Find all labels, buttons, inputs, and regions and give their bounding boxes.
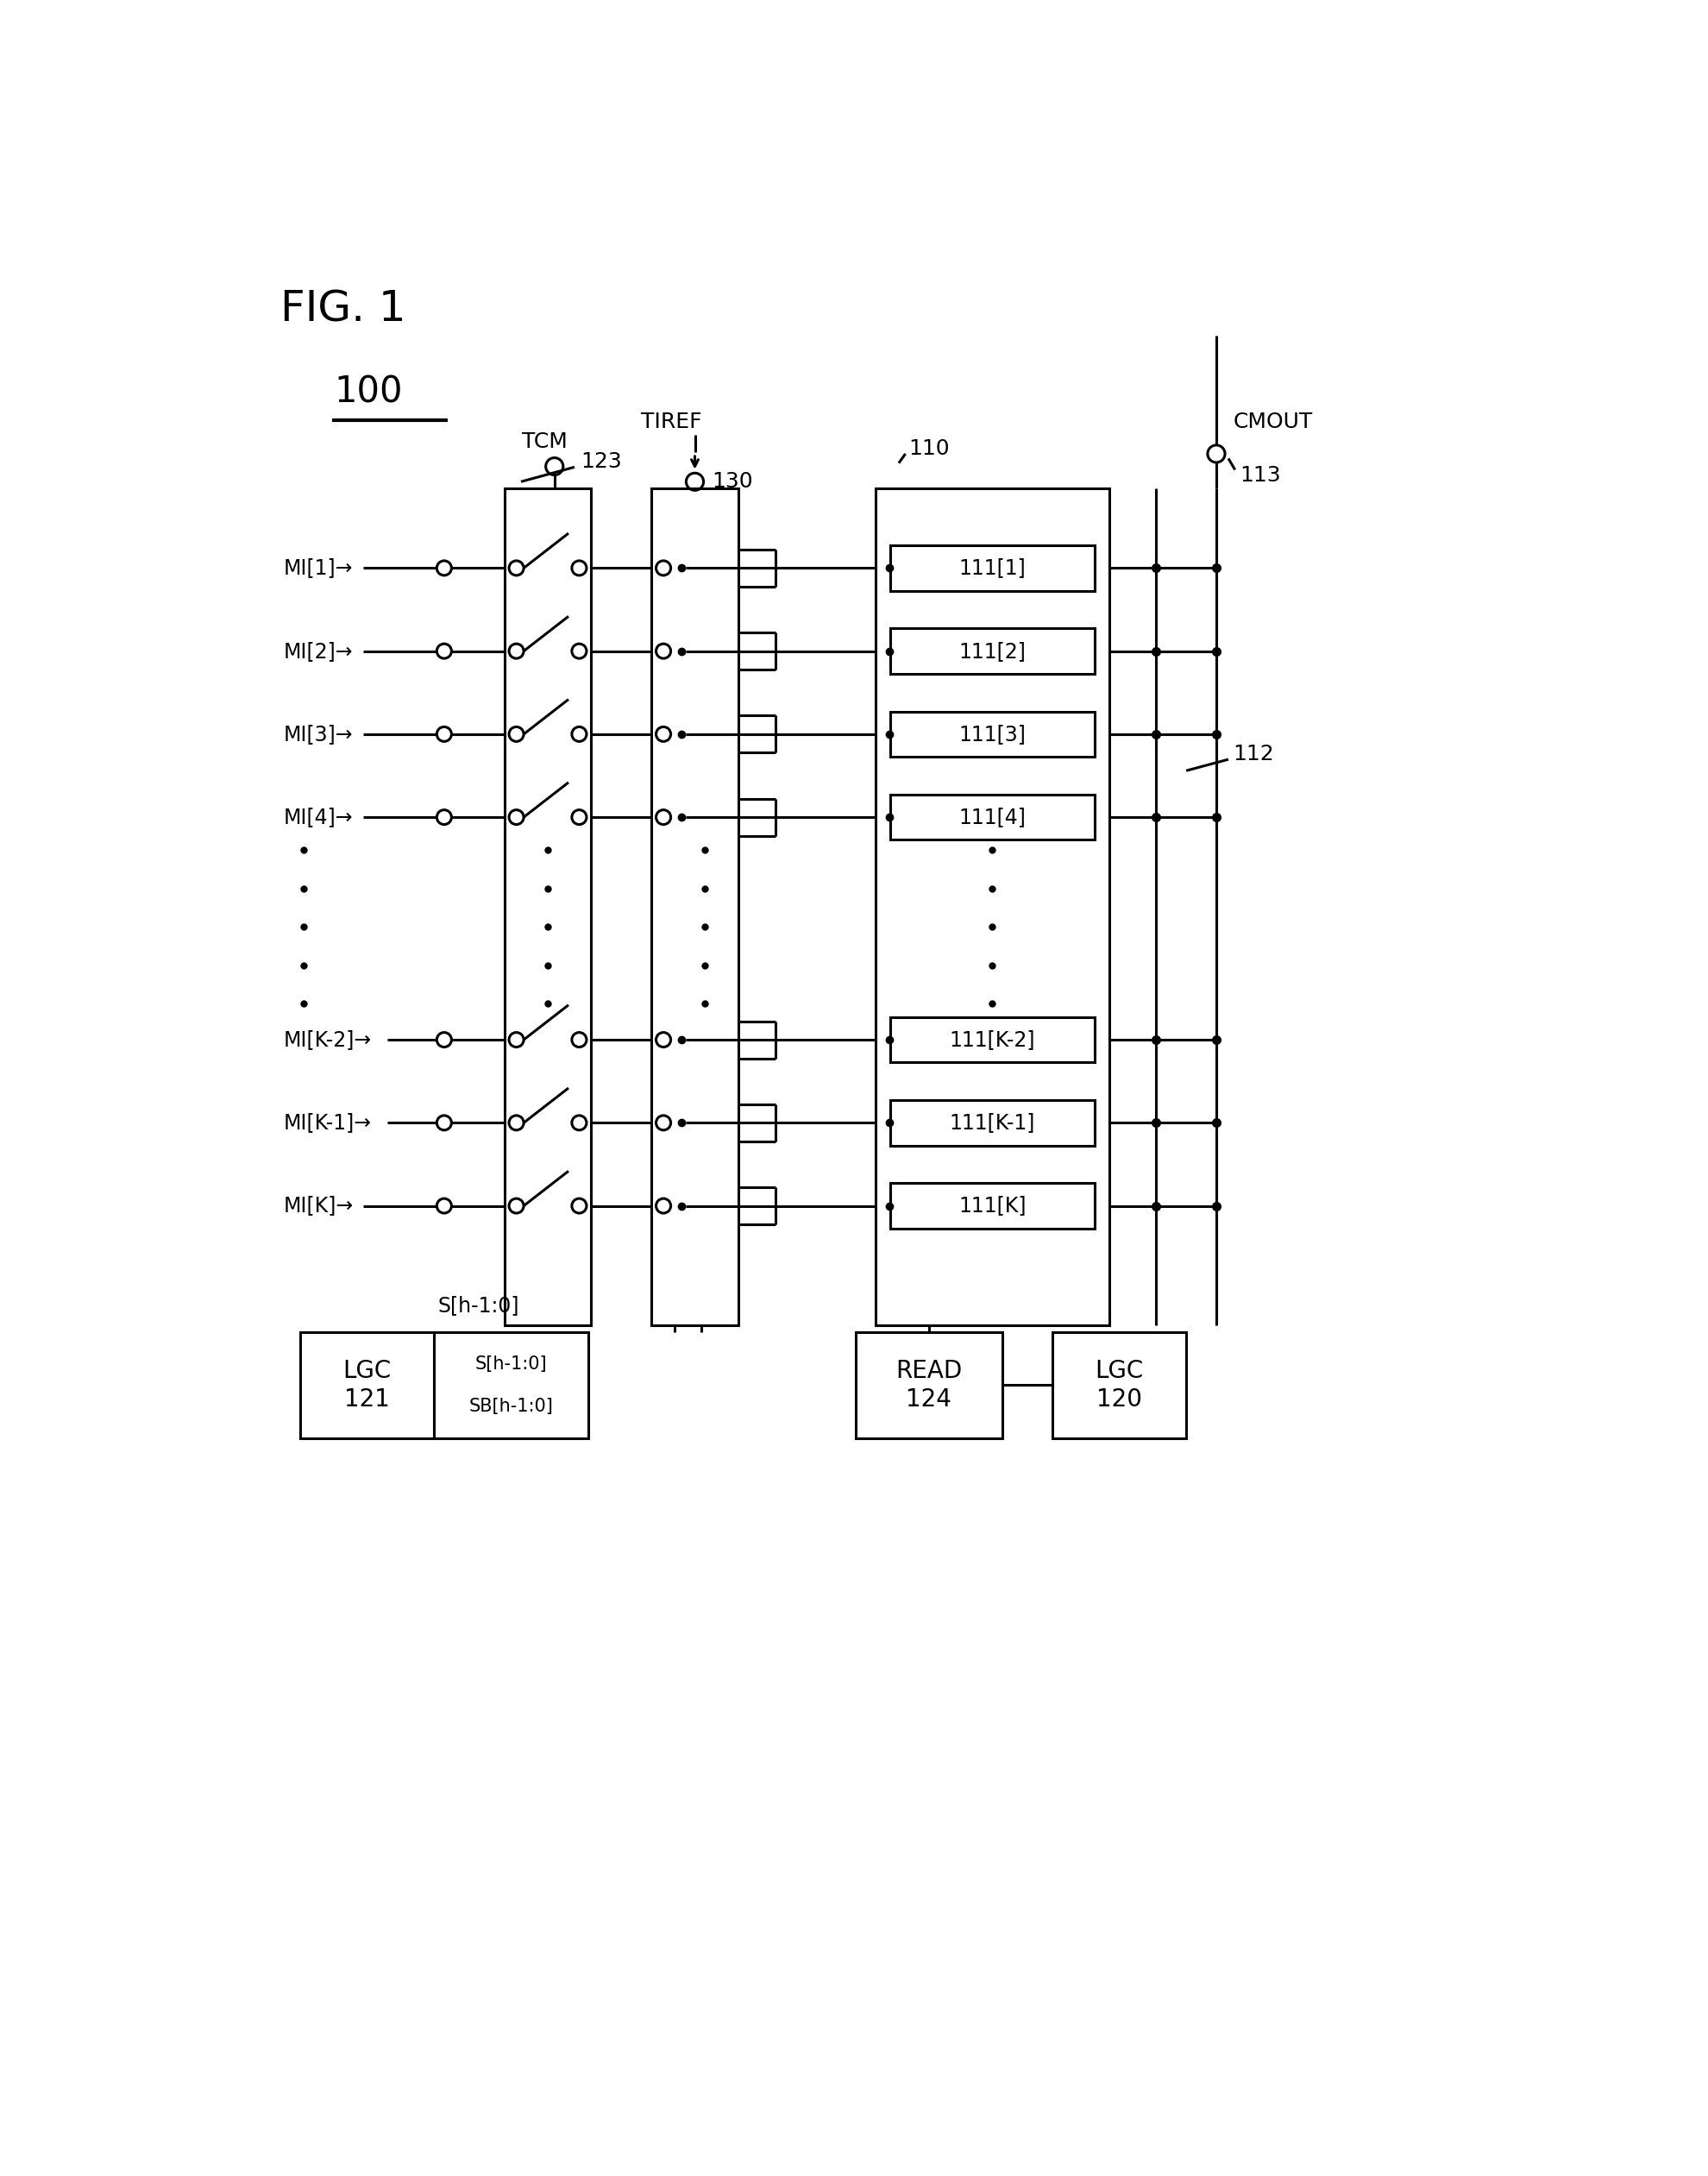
Text: MI[2]→: MI[2]→ <box>284 640 354 662</box>
Text: CMOUT: CMOUT <box>1233 411 1312 433</box>
Text: 113: 113 <box>1240 466 1281 485</box>
Text: TIREF: TIREF <box>640 411 702 433</box>
Text: MI[K-2]→: MI[K-2]→ <box>284 1029 372 1051</box>
Bar <box>890 1101 1095 1145</box>
Bar <box>1052 1332 1187 1438</box>
Text: 111[4]: 111[4] <box>958 807 1027 827</box>
Bar <box>651 487 738 1325</box>
Bar <box>504 487 591 1325</box>
Text: S[h-1:0]: S[h-1:0] <box>475 1356 547 1373</box>
Bar <box>890 1184 1095 1229</box>
Bar <box>434 1332 588 1438</box>
Bar <box>856 1332 1003 1438</box>
Text: 111[K-1]: 111[K-1] <box>950 1112 1035 1134</box>
Text: 111[1]: 111[1] <box>958 557 1027 579</box>
Text: READ
124: READ 124 <box>895 1360 962 1412</box>
Bar <box>890 712 1095 757</box>
Text: MI[K]→: MI[K]→ <box>284 1195 354 1216</box>
Bar <box>890 546 1095 590</box>
Text: LGC
120: LGC 120 <box>1095 1360 1144 1412</box>
Text: 111[2]: 111[2] <box>958 640 1027 662</box>
Text: 110: 110 <box>909 437 950 459</box>
Text: 111[K-2]: 111[K-2] <box>950 1029 1035 1051</box>
Text: 123: 123 <box>581 450 622 472</box>
Text: S[h-1:0]: S[h-1:0] <box>437 1295 519 1316</box>
Text: 112: 112 <box>1233 744 1274 764</box>
Text: SB[h-1:0]: SB[h-1:0] <box>468 1397 553 1414</box>
Text: MI[K-1]→: MI[K-1]→ <box>284 1112 372 1134</box>
Text: FIG. 1: FIG. 1 <box>280 287 407 329</box>
Text: 111[3]: 111[3] <box>958 725 1027 744</box>
Bar <box>890 629 1095 675</box>
Text: 111[K]: 111[K] <box>958 1195 1027 1216</box>
Text: 100: 100 <box>333 374 403 409</box>
Text: 130: 130 <box>712 472 753 492</box>
Bar <box>874 487 1108 1325</box>
Bar <box>890 1016 1095 1062</box>
Text: TCM: TCM <box>521 431 567 453</box>
Text: LGC
121: LGC 121 <box>343 1360 391 1412</box>
Text: MI[4]→: MI[4]→ <box>284 807 354 827</box>
Text: MI[1]→: MI[1]→ <box>284 557 354 579</box>
Text: MI[3]→: MI[3]→ <box>284 725 354 744</box>
Bar <box>301 1332 434 1438</box>
Bar <box>890 794 1095 840</box>
